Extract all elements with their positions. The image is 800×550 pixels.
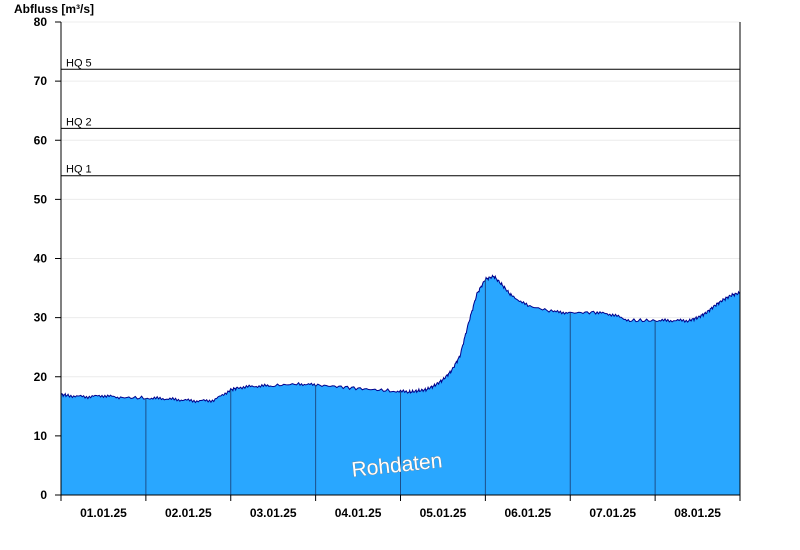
day-separators (145, 279, 656, 495)
x-tick-label: 03.01.25 (250, 506, 297, 520)
y-tick-label: 60 (34, 133, 48, 147)
threshold-label: HQ 1 (66, 164, 92, 176)
y-tick-label: 20 (34, 370, 48, 384)
x-ticks: 01.01.25 02.01.25 03.01.25 04.01.25 05.01.25… (60, 495, 741, 520)
y-tick-label: 0 (40, 488, 47, 502)
y-tick-label: 40 (34, 252, 48, 266)
y-tick-label: 10 (34, 429, 48, 443)
y-tick-label: 30 (34, 311, 48, 325)
x-tick-label: 07.01.25 (589, 506, 636, 520)
threshold-label: HQ 5 (66, 57, 92, 69)
gridlines (61, 21, 740, 437)
y-ticks: 0 10 20 30 40 50 60 70 80 (34, 15, 61, 502)
x-tick-label: 02.01.25 (165, 506, 212, 520)
x-tick-label: 08.01.25 (674, 506, 721, 520)
y-tick-label: 80 (34, 15, 48, 29)
x-tick-label: 05.01.25 (420, 506, 467, 520)
threshold-label: HQ 2 (66, 116, 92, 128)
threshold-lines: HQ 1 HQ 2 HQ 5 (61, 57, 740, 177)
y-axis-label: Abfluss [m³/s] (14, 2, 94, 16)
y-tick-label: 50 (34, 192, 48, 206)
x-tick-label: 06.01.25 (504, 506, 551, 520)
y-tick-label: 70 (34, 74, 48, 88)
x-tick-label: 01.01.25 (80, 506, 127, 520)
x-tick-label: 04.01.25 (335, 506, 382, 520)
